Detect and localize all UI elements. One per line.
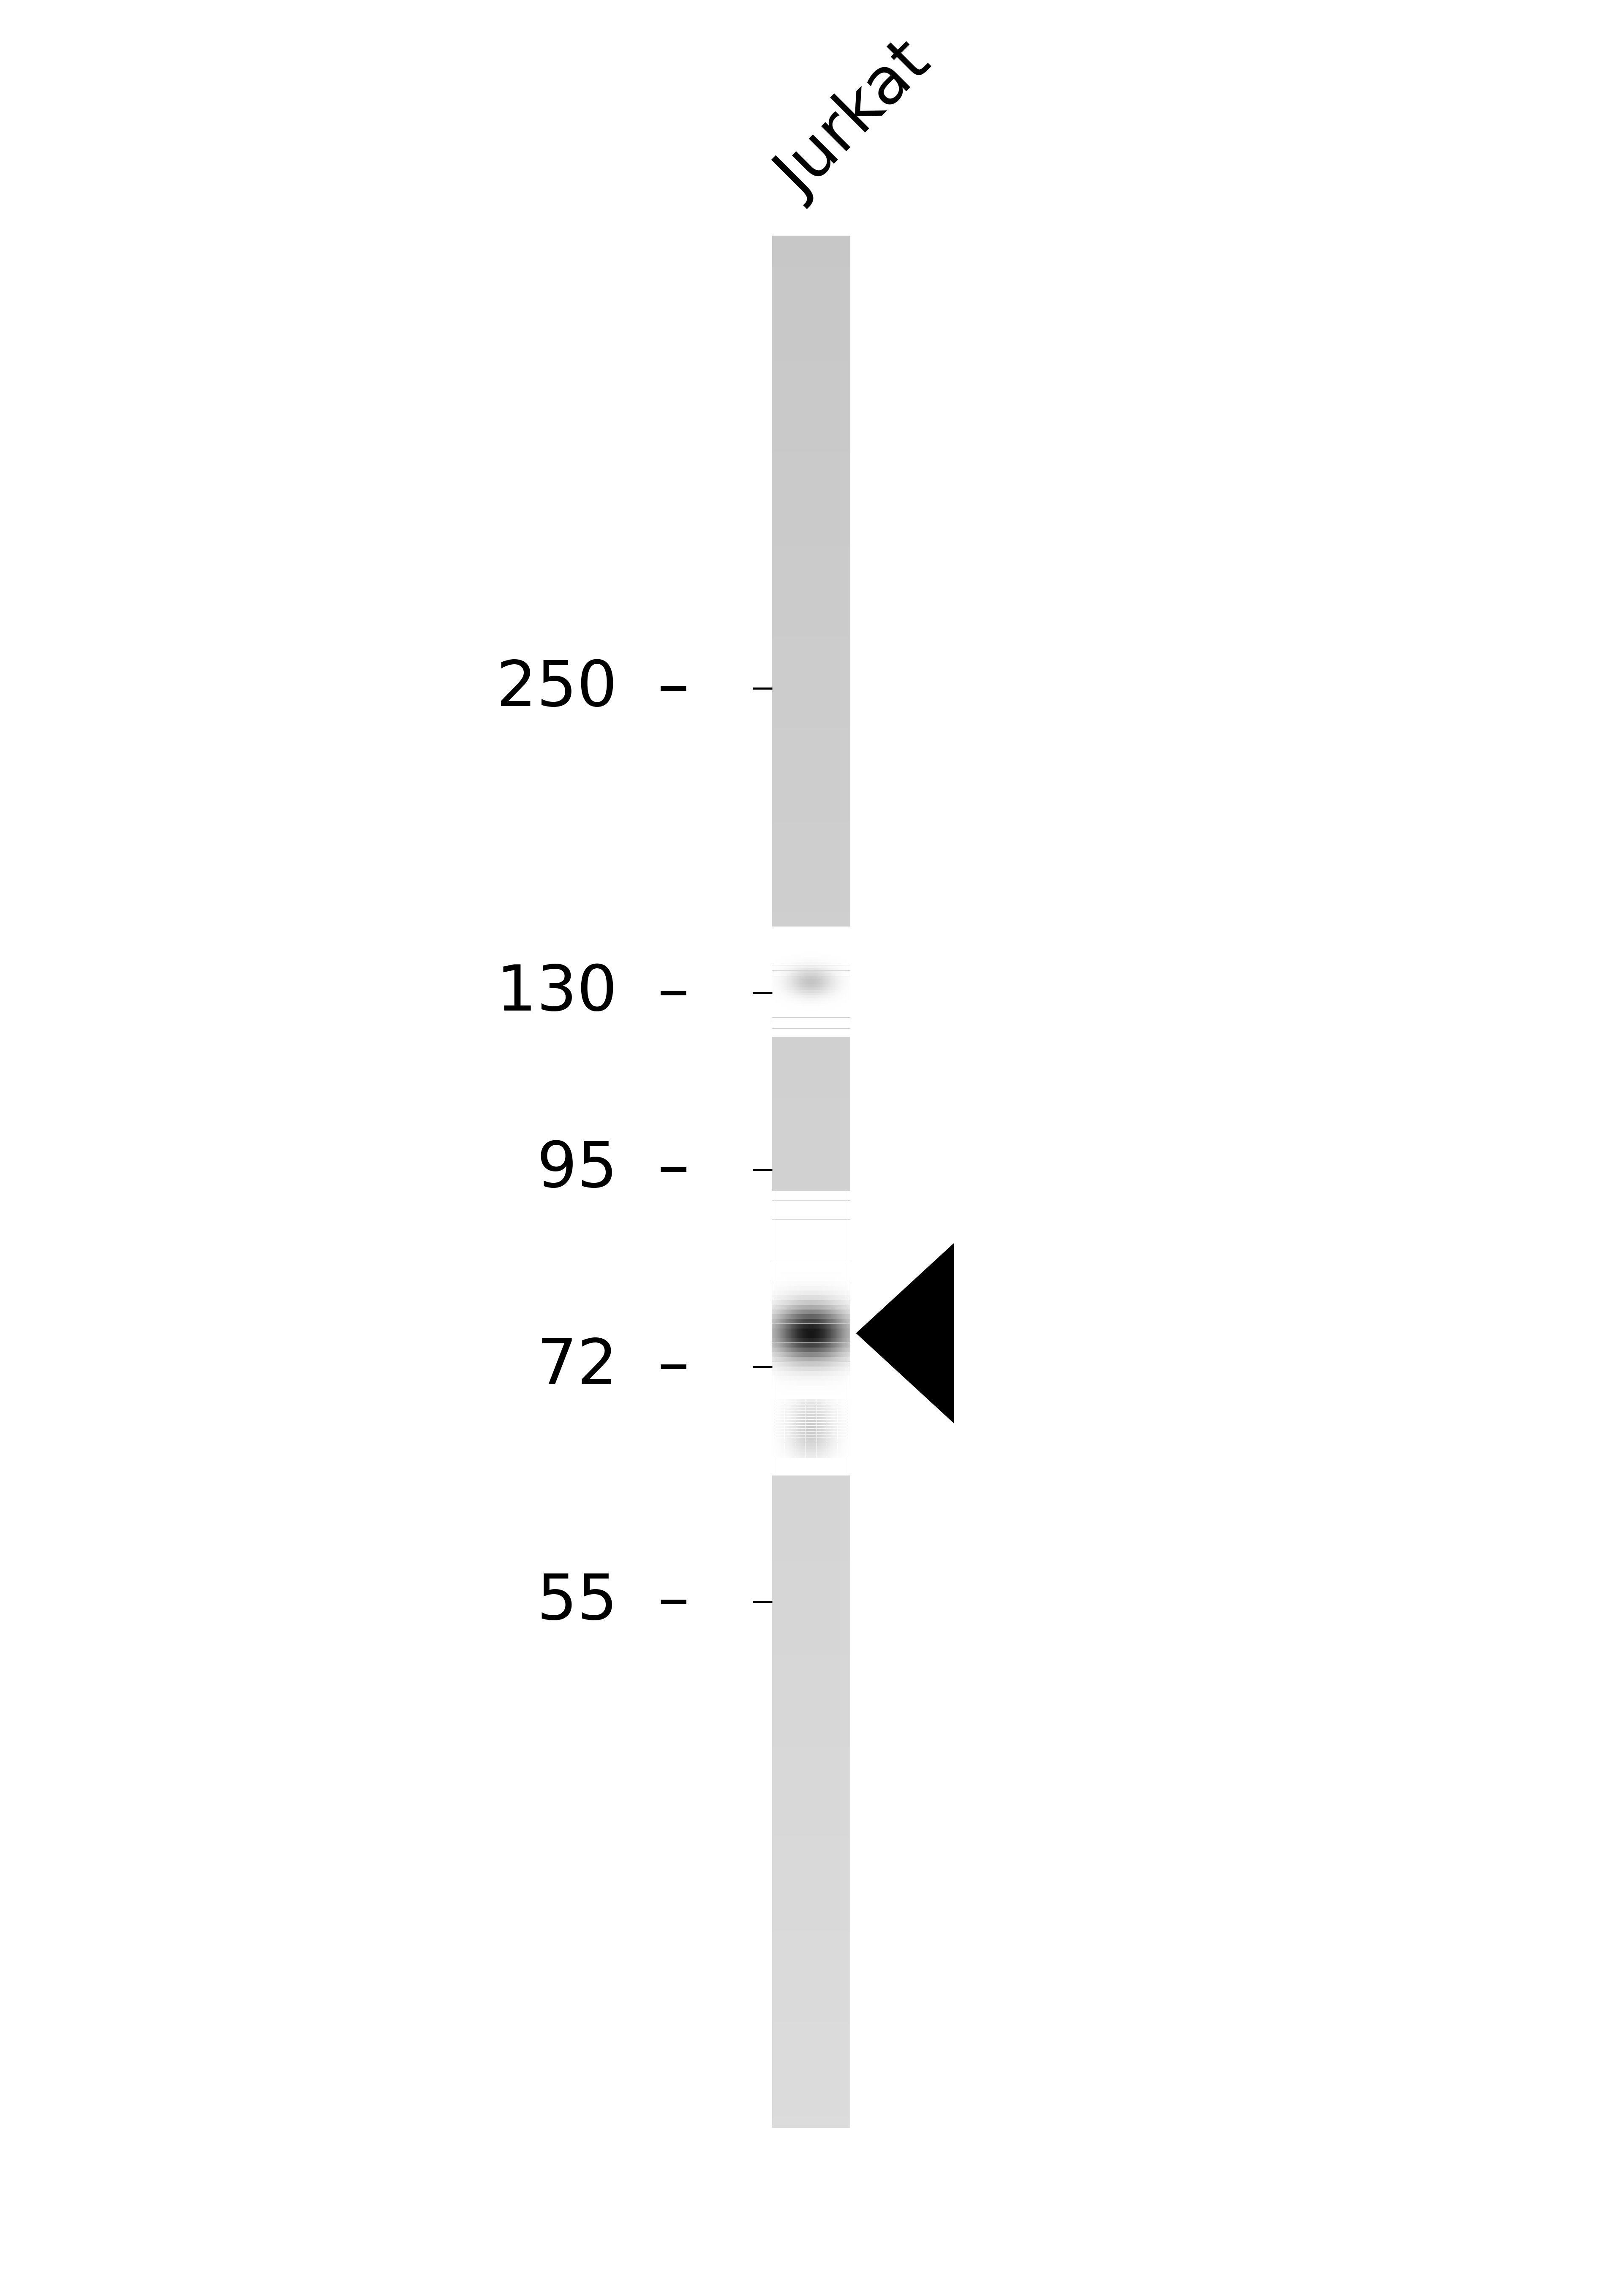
Text: 72  –: 72 – — [537, 1336, 689, 1398]
Text: Jurkat: Jurkat — [767, 32, 944, 209]
Polygon shape — [856, 1244, 954, 1424]
Text: 250  –: 250 – — [496, 657, 689, 719]
Text: 55  –: 55 – — [537, 1570, 689, 1632]
Text: 95  –: 95 – — [537, 1139, 689, 1201]
Text: 130  –: 130 – — [496, 962, 689, 1024]
